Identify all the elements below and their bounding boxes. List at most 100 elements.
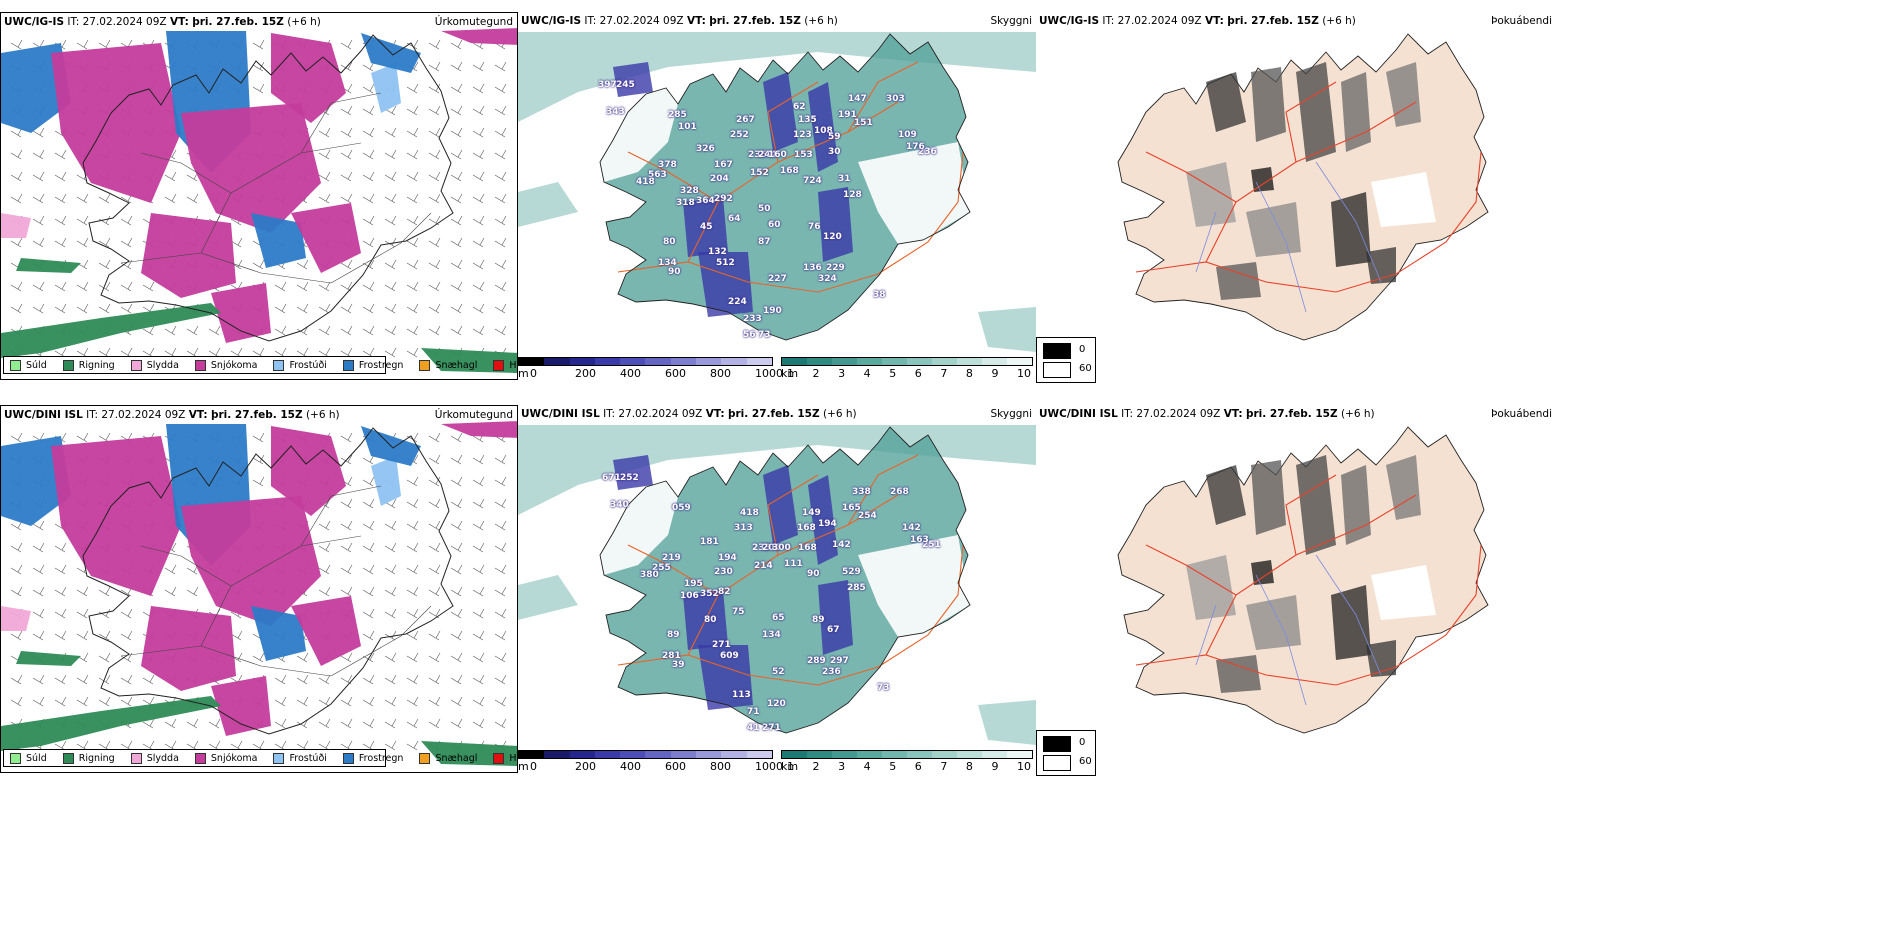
cloud-base-value-label: 142	[902, 523, 921, 533]
colorbar-swatch	[857, 358, 882, 365]
precipitation-type-map	[1, 421, 517, 766]
legend-item: Haglél	[493, 752, 517, 764]
river-network	[1195, 554, 1382, 706]
cloud-base-value-label: 340	[610, 500, 629, 510]
panel-header: UWC/DINI ISL IT: 27.02.2024 09Z VT: þri.…	[521, 408, 857, 420]
colorbar-tick-label: 10	[1017, 760, 1031, 773]
cloud-base-value-label: 75	[732, 607, 745, 617]
coastline	[599, 426, 971, 734]
cloud-base-value-label: 62	[793, 102, 806, 112]
cloud-base-value-label: 289	[807, 656, 826, 666]
cloud-base-value-label: 176	[906, 142, 925, 152]
cloud-base-value-label: 418	[740, 508, 759, 518]
cloud-base-value-label: 194	[718, 553, 737, 563]
colorbar-tick-label: 7	[940, 760, 948, 773]
cloud-base-value-label: 152	[750, 168, 769, 178]
colorbar-swatch	[670, 358, 697, 365]
colorbar-swatch	[746, 358, 772, 365]
ceiling-colorbar: m 0 200 400 600 800 1000	[518, 750, 783, 776]
legend-swatch	[273, 752, 285, 764]
legend-item: Snæhagl	[419, 752, 477, 764]
cloud-base-value-label: 059	[672, 503, 691, 513]
cloud-base-value-label: 90	[807, 569, 820, 579]
colorbar-swatch	[670, 751, 697, 758]
cloud-base-value-label: 671	[602, 473, 621, 483]
cloud-base-value-label: 206	[762, 543, 781, 553]
colorbar-swatch	[696, 751, 722, 758]
cloud-base-value-label: 204	[710, 174, 729, 184]
colorbar-swatch	[807, 751, 832, 758]
colorbar-swatch	[857, 751, 882, 758]
legend-swatch	[493, 359, 505, 371]
legend-swatch	[130, 752, 142, 764]
legend-item: Frostregn	[342, 359, 403, 371]
panel-title: Þokuábendi	[1491, 15, 1552, 27]
fog-index-legend: 0 60	[1036, 337, 1096, 383]
legend-item: Frostúði	[273, 752, 327, 764]
legend-swatch	[419, 752, 431, 764]
cloud-base-value-label: 45	[700, 222, 713, 232]
cloud-base-value-label: 39	[672, 660, 685, 670]
colorbar-swatch	[721, 751, 747, 758]
colorbar-swatch	[882, 358, 907, 365]
ptype-panel-row1: UWC/IG-IS IT: 27.02.2024 09Z VT: þri. 27…	[0, 12, 518, 380]
cloud-base-value-label: 71	[747, 707, 760, 717]
colorbar-tick-label: 7	[940, 367, 948, 380]
road-network	[1135, 81, 1482, 293]
colorbar-tick-label: 2	[812, 760, 820, 773]
colorbar-tick-label: 0	[530, 760, 537, 773]
colorbar-swatch	[1007, 358, 1032, 365]
coastline	[82, 34, 454, 342]
cloud-base-value-label: 149	[802, 508, 821, 518]
cloud-base-value-label: 38	[873, 290, 886, 300]
colorbar-strip	[781, 750, 1033, 759]
legend-item: Slydda	[130, 359, 179, 371]
legend-label: Frostúði	[289, 359, 327, 371]
cloud-base-value-label: 214	[754, 561, 773, 571]
colorbar-swatch	[544, 751, 570, 758]
cloud-base-value-label: 181	[700, 537, 719, 547]
fog-legend-swatch	[1043, 736, 1071, 752]
cloud-base-value-label: 227	[768, 274, 787, 284]
cloud-base-value-label: 52	[772, 667, 785, 677]
colorbar-swatch	[957, 358, 982, 365]
cloud-base-value-label: 313	[734, 523, 753, 533]
legend-item: Súld	[10, 752, 47, 764]
cloud-base-value-label: 236	[748, 150, 767, 160]
legend-label: Snjókoma	[210, 752, 258, 764]
colorbar-tick-label: 200	[575, 367, 596, 380]
cloud-base-value-label: 609	[720, 651, 739, 661]
cloud-base-value-label: 254	[858, 511, 877, 521]
colorbar-tick-label: 6	[914, 760, 922, 773]
visibility-fields	[518, 425, 1036, 745]
cloud-base-value-label: 89	[812, 615, 825, 625]
legend-item: Frostúði	[273, 359, 327, 371]
cloud-base-value-label: 563	[648, 170, 667, 180]
colorbar-tick-label: 9	[991, 760, 999, 773]
panel-header: UWC/IG-IS IT: 27.02.2024 09Z VT: þri. 27…	[521, 15, 838, 27]
colorbar-swatch	[620, 358, 646, 365]
cloud-base-value-label: 236	[918, 147, 937, 157]
colorbar-tick-label: 5	[889, 367, 897, 380]
panel-title: Úrkomutegund	[434, 16, 513, 28]
cloud-base-value-label: 168	[780, 166, 799, 176]
visibility-ceiling-map	[518, 425, 1036, 745]
colorbar-tick-label: 4	[863, 367, 871, 380]
ceiling-visibility-panel-row2: UWC/DINI ISL IT: 27.02.2024 09Z VT: þri.…	[518, 405, 1036, 773]
legend-label: Súld	[26, 359, 47, 371]
colorbar-tick-label: 1000	[755, 367, 783, 380]
cloud-base-value-label: 41	[747, 723, 760, 733]
colorbar-strip	[518, 357, 773, 366]
legend-label: Slydda	[146, 359, 179, 371]
cloud-base-value-label: 271	[762, 723, 781, 733]
cloud-base-value-label: 153	[794, 150, 813, 160]
cloud-base-value-label: 303	[886, 94, 905, 104]
ceiling-colorbar: m 0 200 400 600 800 1000	[518, 357, 783, 383]
cloud-base-value-label: 724	[803, 176, 822, 186]
visibility-colorbar: km 1 2 3 4 5 6 7 8 9 10	[781, 750, 1033, 776]
colorbar-tick-label: 600	[665, 760, 686, 773]
cloud-base-value-label: 67	[827, 625, 840, 635]
colorbar-swatch	[721, 358, 747, 365]
legend-item: Haglél	[493, 359, 517, 371]
cloud-base-value-label: 281	[662, 651, 681, 661]
